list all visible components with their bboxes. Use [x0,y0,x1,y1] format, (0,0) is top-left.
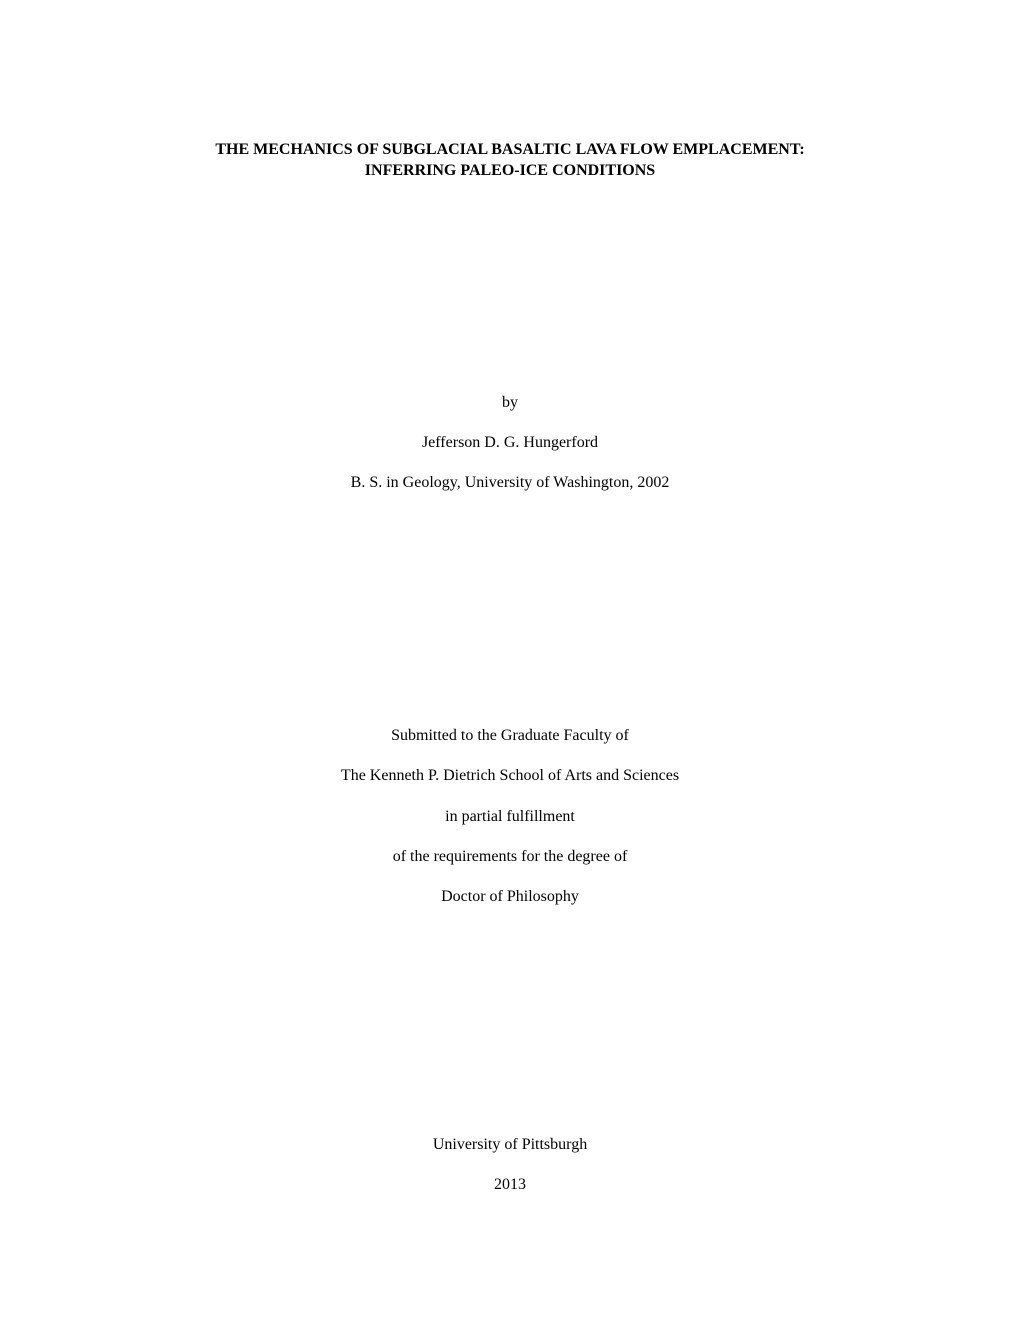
author-block: by Jefferson D. G. Hungerford B. S. in G… [130,392,890,495]
title-line-2: INFERRING PALEO-ICE CONDITIONS [130,161,890,182]
title-line-1: THE MECHANICS OF SUBGLACIAL BASALTIC LAV… [130,140,890,161]
year: 2013 [130,1174,890,1196]
submission-line-3: in partial fulfillment [130,806,890,828]
submission-line-4: of the requirements for the degree of [130,846,890,868]
footer-block: University of Pittsburgh 2013 [130,1134,890,1197]
submission-line-1: Submitted to the Graduate Faculty of [130,725,890,747]
by-label: by [130,392,890,414]
university-name: University of Pittsburgh [130,1134,890,1156]
author-prior-degree: B. S. in Geology, University of Washingt… [130,472,890,494]
author-name: Jefferson D. G. Hungerford [130,432,890,454]
submission-line-5: Doctor of Philosophy [130,886,890,908]
submission-block: Submitted to the Graduate Faculty of The… [130,725,890,909]
dissertation-title: THE MECHANICS OF SUBGLACIAL BASALTIC LAV… [130,140,890,182]
submission-line-2: The Kenneth P. Dietrich School of Arts a… [130,765,890,787]
